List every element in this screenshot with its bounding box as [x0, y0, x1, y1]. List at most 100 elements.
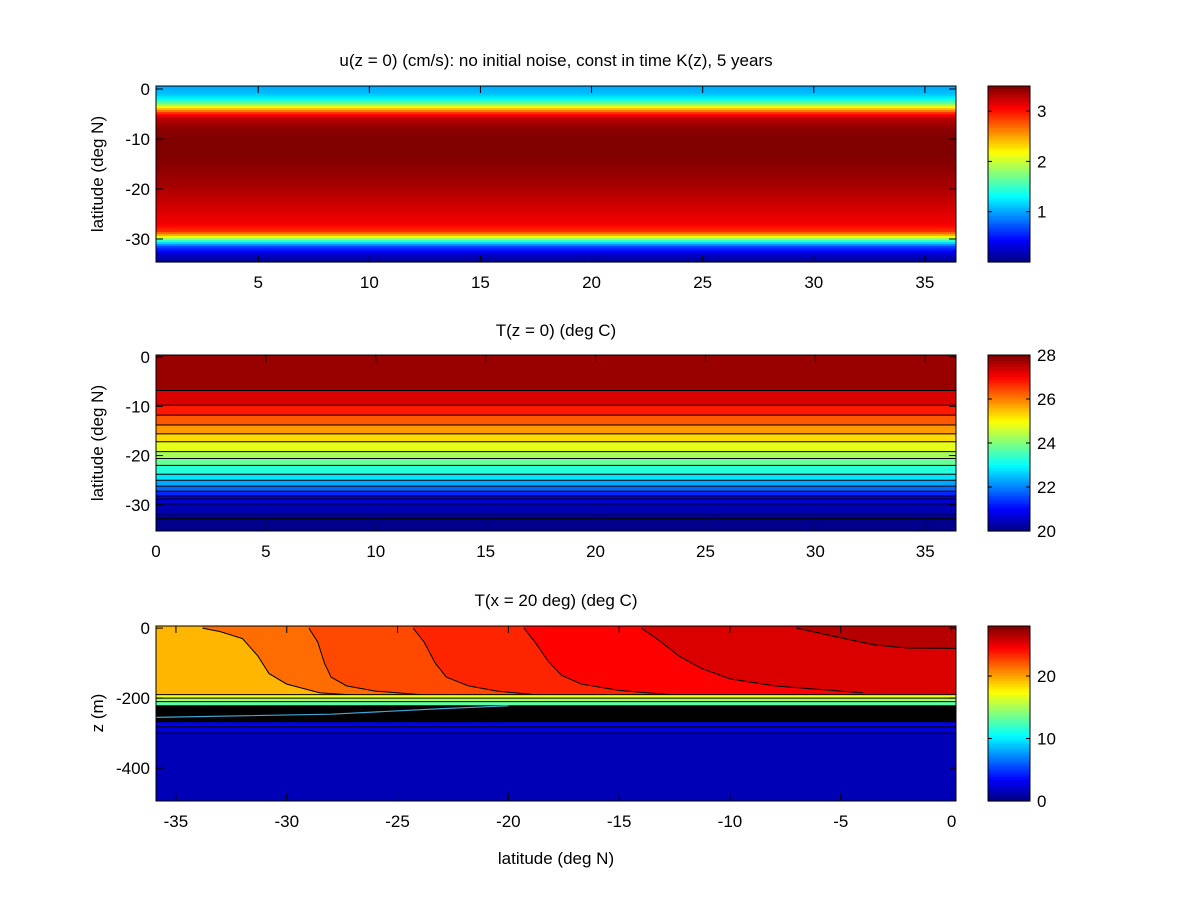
field-row [156, 250, 956, 253]
x-tick-label: 30 [804, 273, 823, 292]
colorbar-swatch [988, 517, 1030, 521]
colorbar-tick-label: 0 [1037, 792, 1046, 811]
plot-2-title: T(z = 0) (deg C) [496, 321, 616, 340]
colorbar-swatch [988, 209, 1030, 214]
colorbar-swatch [988, 393, 1030, 397]
colorbar-swatch [988, 207, 1030, 211]
x-tick-label: 30 [806, 542, 825, 561]
plot-3-xticks: -35 -30 -25 -20 -15 -10 -5 0 [164, 626, 956, 831]
colorbar-swatch [988, 226, 1030, 230]
colorbar-swatch [988, 688, 1030, 693]
field-row [156, 92, 956, 95]
colorbar-swatch [988, 525, 1030, 529]
field-row [156, 96, 956, 99]
colorbar-swatch [988, 721, 1030, 726]
colorbar-swatch [988, 647, 1030, 652]
x-tick-label: -15 [607, 812, 632, 831]
field-row [156, 252, 956, 255]
colorbar-swatch [988, 787, 1030, 791]
x-tick-label: 25 [693, 273, 712, 292]
colorbar-swatch [988, 675, 1030, 679]
thermocline-layer [156, 694, 956, 699]
colorbar-swatch [988, 738, 1030, 742]
colorbar-swatch [988, 220, 1030, 225]
field-row [156, 222, 956, 225]
colorbar-swatch [988, 143, 1030, 148]
colorbar-swatch [988, 702, 1030, 706]
colorbar-swatch [988, 776, 1030, 780]
field-row [156, 242, 956, 245]
colorbar-swatch [988, 724, 1030, 728]
field-row [156, 170, 956, 173]
x-tick-label: -20 [496, 812, 521, 831]
colorbar-swatch [988, 176, 1030, 181]
colorbar-swatch [988, 732, 1030, 736]
x-tick-label: -30 [274, 812, 299, 831]
contour-region [796, 626, 956, 695]
plot-3-xlabel: latitude (deg N) [498, 849, 614, 868]
colorbar-swatch [988, 699, 1030, 704]
field-row [156, 246, 956, 249]
y-tick-label: -30 [125, 230, 150, 249]
colorbar-swatch [988, 528, 1030, 532]
colorbar-swatch [988, 765, 1030, 769]
y-tick-label: -20 [125, 180, 150, 199]
colorbar-swatch [988, 196, 1030, 200]
colorbar-swatch [988, 165, 1030, 170]
field-row [156, 234, 956, 237]
field-row [156, 94, 956, 97]
colorbar-swatch [988, 385, 1030, 389]
field-row [156, 102, 956, 105]
field-row [156, 162, 956, 165]
colorbar-swatch [988, 204, 1030, 208]
x-tick-label: 35 [915, 273, 934, 292]
contour-band [156, 498, 956, 504]
field-row [156, 172, 956, 175]
colorbar-swatch [988, 423, 1030, 428]
colorbar-swatch [988, 429, 1030, 433]
x-tick-label: 5 [253, 273, 262, 292]
colorbar-swatch [988, 672, 1030, 676]
field-row [156, 134, 956, 137]
colorbar-swatch [988, 113, 1030, 117]
colorbar-swatch [988, 371, 1030, 375]
colorbar-swatch [988, 669, 1030, 674]
colorbar-swatch [988, 462, 1030, 466]
colorbar-swatch [988, 437, 1030, 441]
plot-1-field [156, 86, 956, 263]
field-row [156, 120, 956, 123]
colorbar-tick-label: 20 [1037, 667, 1056, 686]
colorbar-swatch [988, 218, 1030, 222]
field-row [156, 100, 956, 103]
colorbar-swatch [988, 664, 1030, 668]
colorbar-swatch [988, 495, 1030, 499]
field-row [156, 138, 956, 141]
colorbar-swatch [988, 410, 1030, 414]
field-row [156, 248, 956, 251]
colorbar-swatch [988, 514, 1030, 518]
x-tick-label: 20 [586, 542, 605, 561]
colorbar-swatch [988, 667, 1030, 671]
colorbar-swatch [988, 487, 1030, 491]
x-tick-label: 15 [476, 542, 495, 561]
plot-3-colorbar: 0 10 20 [987, 625, 1056, 811]
colorbar-swatch [988, 691, 1030, 695]
plot-1-frame [155, 85, 957, 263]
colorbar-swatch [988, 656, 1030, 660]
colorbar-swatch [988, 248, 1030, 252]
colorbar-swatch [988, 735, 1030, 739]
plot-2: T(z = 0) (deg C) 0 5 10 15 20 25 30 35 0 -10 -20 -… [88, 321, 1056, 561]
field-row [156, 88, 956, 91]
x-tick-label: 25 [696, 542, 715, 561]
colorbar-swatch [988, 781, 1030, 786]
colorbar-swatch [988, 94, 1030, 98]
colorbar-swatch [988, 193, 1030, 197]
colorbar-swatch [988, 768, 1030, 772]
field-row [156, 208, 956, 211]
field-row [156, 218, 956, 221]
colorbar-swatch [988, 390, 1030, 395]
colorbar-swatch [988, 465, 1030, 469]
colorbar-swatch [988, 456, 1030, 461]
field-row [156, 240, 956, 243]
colorbar-swatch [988, 705, 1030, 709]
